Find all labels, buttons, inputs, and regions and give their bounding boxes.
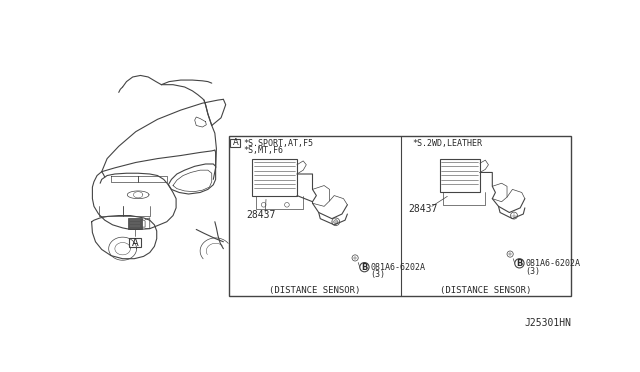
Text: 081A6-6202A: 081A6-6202A (525, 259, 580, 268)
Text: 28437: 28437 (408, 205, 438, 214)
Polygon shape (128, 218, 142, 229)
Bar (230, 139, 241, 147)
Text: *S,MT,F6: *S,MT,F6 (244, 145, 284, 155)
Text: B: B (516, 259, 523, 268)
Bar (129, 238, 141, 247)
Polygon shape (440, 158, 480, 192)
Text: (DISTANCE SENSOR): (DISTANCE SENSOR) (440, 286, 532, 295)
Circle shape (360, 263, 369, 272)
Text: 28437: 28437 (246, 210, 275, 220)
Text: (DISTANCE SENSOR): (DISTANCE SENSOR) (269, 286, 360, 295)
Text: *S.2WD,LEATHER: *S.2WD,LEATHER (412, 139, 483, 148)
Text: A: A (132, 238, 138, 247)
Bar (229, 136, 572, 296)
Polygon shape (252, 158, 297, 196)
Circle shape (332, 218, 340, 225)
Circle shape (511, 212, 518, 219)
Text: 081A6-6202A: 081A6-6202A (371, 263, 426, 272)
Text: (3): (3) (525, 266, 541, 276)
Text: J25301HN: J25301HN (524, 318, 572, 328)
Circle shape (515, 259, 524, 268)
Text: A: A (232, 138, 238, 147)
Text: B: B (361, 263, 367, 272)
Circle shape (352, 255, 358, 261)
Text: (3): (3) (371, 270, 386, 279)
Circle shape (507, 251, 513, 257)
Text: *S.SPORT,AT,F5: *S.SPORT,AT,F5 (244, 139, 314, 148)
